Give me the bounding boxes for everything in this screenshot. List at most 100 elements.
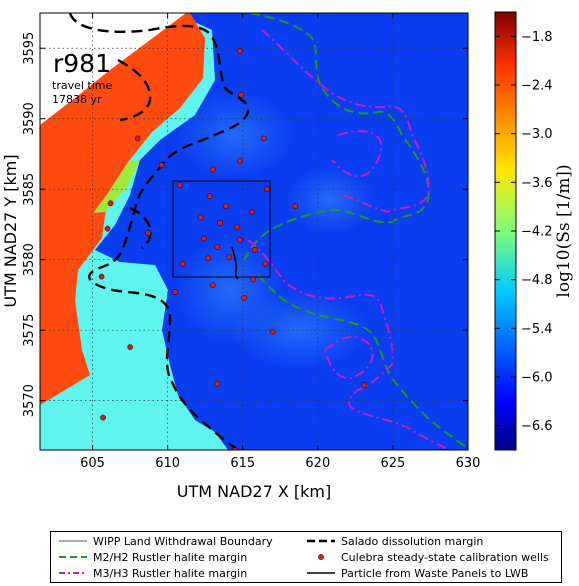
legend-item-wells: Culebra steady-state calibration wells — [307, 549, 549, 565]
legend-swatch-black-dashed — [307, 539, 335, 543]
legend: WIPP Land Withdrawal Boundary M2/H2 Rust… — [50, 531, 562, 583]
calibration-well-marker — [260, 135, 267, 142]
legend-item-particle: Particle from Waste Panels to LWB — [307, 565, 528, 581]
legend-label: Culebra steady-state calibration wells — [341, 550, 549, 564]
m2h2-halite-margin-line — [241, 13, 430, 266]
x-axis-label: UTM NAD27 X [km] — [177, 482, 331, 501]
calibration-well-marker — [127, 344, 133, 350]
calibration-well-marker — [98, 273, 105, 280]
m3h3-halite-margin-line — [324, 335, 374, 380]
y-tick-label: 3570 — [22, 384, 37, 417]
plot-frame — [39, 12, 469, 451]
travel-time-label: travel time — [52, 79, 112, 92]
calibration-well-marker — [361, 382, 368, 389]
travel-time-value: 17838 yr — [52, 93, 102, 106]
colorbar-tick-label: −3.6 — [521, 176, 553, 191]
calibration-well-marker — [104, 225, 111, 232]
legend-item-salado: Salado dissolution margin — [307, 533, 483, 549]
calibration-well-marker — [197, 214, 204, 221]
calibration-well-marker — [214, 244, 221, 250]
field-patch — [175, 90, 295, 180]
calibration-well-marker — [209, 166, 216, 173]
colorbar-label: log10(Ss [1/m]) — [554, 164, 574, 297]
m2h2-halite-margin-line — [257, 274, 468, 449]
calibration-well-marker — [292, 203, 299, 209]
calibration-well-marker — [269, 328, 276, 335]
legend-label: Salado dissolution margin — [341, 534, 484, 548]
colorbar-tick-label: −4.2 — [521, 225, 553, 240]
no-data-corner — [40, 13, 186, 125]
calibration-well-marker — [223, 203, 230, 209]
particle-path-line — [231, 246, 239, 280]
x-tick-label: 605 — [80, 456, 105, 471]
calibration-well-marker — [206, 193, 213, 200]
calibration-well-marker — [251, 246, 258, 253]
calibration-well-marker — [134, 135, 141, 142]
salado-dissolution-margin-line — [68, 13, 250, 450]
calibration-well-marker — [205, 255, 212, 262]
grid-lines — [40, 13, 468, 450]
y-tick-label: 3585 — [22, 173, 37, 206]
colorbar-tick-label: −2.4 — [521, 79, 553, 94]
x-axis-ticks: 605 610 615 620 625 630 — [80, 13, 480, 471]
calibration-well-marker — [263, 186, 270, 193]
calibration-well-marker — [176, 182, 183, 188]
calibration-well-marker — [179, 261, 186, 267]
calibration-well-marker — [236, 237, 243, 243]
calibration-well-marker — [209, 282, 216, 288]
legend-swatch-black-line — [307, 572, 335, 574]
calibration-wells — [98, 48, 368, 450]
calibration-well-marker — [172, 289, 179, 295]
legend-swatch-green-dashed — [59, 556, 87, 558]
calibration-well-marker — [145, 230, 151, 236]
colorbar-ticks: −1.8 −2.4 −3.0 −3.6 −4.2 −4.8 −5.4 −6.0 −6.6 — [495, 30, 553, 434]
x-tick-label: 620 — [305, 456, 330, 471]
calibration-well-marker — [217, 220, 224, 226]
calibration-well-marker — [214, 380, 221, 387]
legend-label: Particle from Waste Panels to LWB — [341, 566, 529, 580]
legend-swatch-red-dot — [318, 554, 324, 560]
x-tick-label: 630 — [456, 456, 481, 471]
legend-item-wipp-boundary: WIPP Land Withdrawal Boundary — [59, 533, 273, 549]
legend-item-m3h3: M3/H3 Rustler halite margin — [59, 565, 247, 581]
calibration-well-marker — [262, 261, 269, 267]
colorbar-tick-label: −4.8 — [521, 273, 553, 288]
x-tick-label: 615 — [230, 456, 255, 471]
colorbar-tick-label: −5.4 — [521, 322, 553, 337]
calibration-well-marker — [158, 162, 165, 169]
legend-swatch-thin-line — [59, 540, 87, 542]
realization-label: r981 — [53, 49, 111, 78]
calibration-well-marker — [226, 254, 233, 260]
y-axis-label: UTM NAD27 Y [km] — [1, 154, 20, 307]
field-patch — [175, 235, 285, 345]
calibration-well-marker — [100, 414, 106, 421]
salado-dissolution-margin-line — [129, 206, 152, 249]
x-tick-label: 610 — [155, 456, 180, 471]
calibration-well-marker — [200, 235, 207, 242]
y-tick-label: 3580 — [22, 243, 37, 276]
calibration-well-marker — [233, 224, 240, 231]
calibration-well-marker — [107, 200, 114, 207]
m3h3-halite-margin-line — [247, 239, 451, 450]
high-storativity-region — [40, 13, 205, 405]
y-axis-ticks: 3595 3590 3585 3580 3575 3570 — [22, 32, 468, 417]
m3h3-halite-margin-line — [261, 29, 430, 214]
map-plot-area — [40, 13, 468, 450]
calibration-well-marker — [248, 208, 255, 215]
mid-high-band — [93, 160, 140, 213]
colorbar-tick-label: −1.8 — [521, 30, 553, 45]
wipp-land-withdrawal-boundary — [172, 180, 271, 278]
calibration-well-marker — [236, 48, 243, 54]
colorbar-tick-label: −3.0 — [521, 127, 553, 142]
colorbar-tick-label: −6.0 — [521, 371, 553, 386]
legend-label: WIPP Land Withdrawal Boundary — [93, 534, 273, 548]
legend-swatch-magenta-dashdot — [59, 572, 87, 574]
calibration-well-marker — [250, 276, 257, 283]
legend-label: M2/H2 Rustler halite margin — [93, 550, 248, 564]
calibration-well-marker — [238, 91, 245, 98]
calibration-well-marker — [241, 294, 248, 301]
y-tick-label: 3590 — [22, 102, 37, 135]
legend-label: M3/H3 Rustler halite margin — [93, 566, 248, 580]
legend-item-m2h2: M2/H2 Rustler halite margin — [59, 549, 247, 565]
